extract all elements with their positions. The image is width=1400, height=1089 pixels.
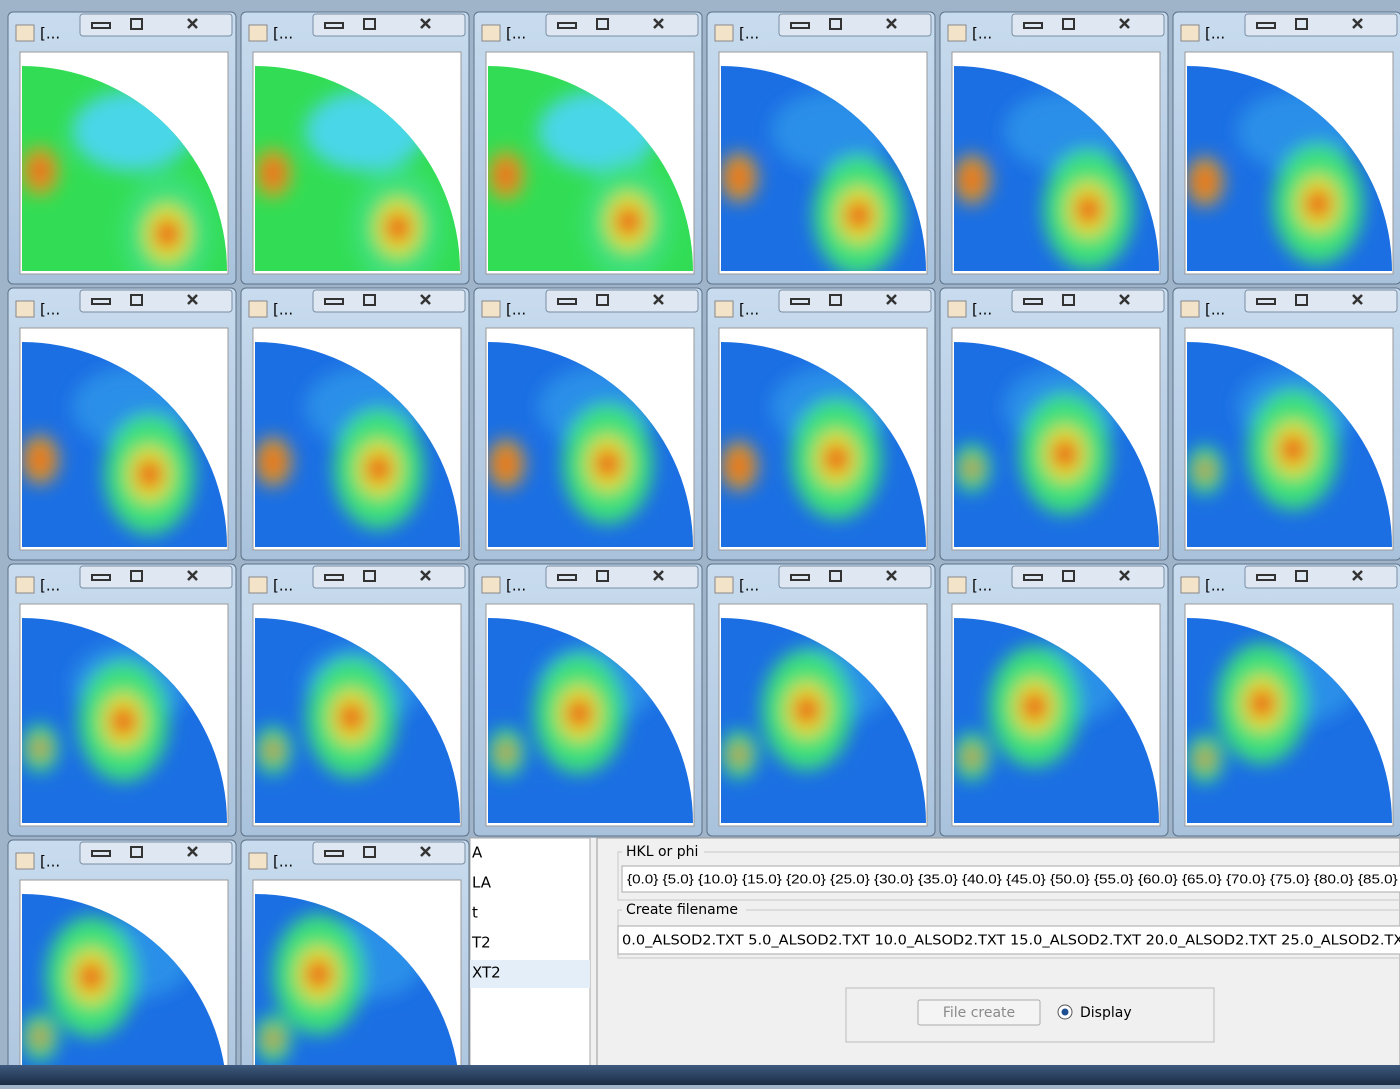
app-window: [... — [241, 564, 469, 836]
window-controls — [313, 842, 465, 864]
hkl-label: HKL or phi — [626, 844, 698, 860]
window-title: [... — [972, 301, 992, 319]
window-title: [... — [739, 25, 759, 43]
app-window: [... — [940, 288, 1168, 560]
app-window: [... — [940, 12, 1168, 284]
window-controls — [313, 14, 465, 36]
window-controls — [546, 290, 698, 312]
window-title: [... — [40, 577, 60, 595]
list-item: T2 — [471, 934, 491, 952]
window-controls — [1012, 14, 1164, 36]
app-window: [... — [8, 840, 236, 1085]
app-window: [... — [8, 564, 236, 836]
window-title: [... — [739, 301, 759, 319]
app-window: [... — [241, 12, 469, 288]
list-item: A — [472, 844, 483, 862]
window-title: [... — [273, 25, 293, 43]
window-title: [... — [273, 577, 293, 595]
app-window: [... — [707, 12, 935, 284]
window-controls — [80, 290, 232, 312]
window-controls — [1245, 566, 1397, 588]
window-title: [... — [40, 853, 60, 871]
window-controls — [80, 842, 232, 864]
window-controls — [546, 566, 698, 588]
app-window: [... — [241, 840, 469, 1085]
filename-value: 0.0_ALSOD2.TXT 5.0_ALSOD2.TXT 10.0_ALSOD… — [622, 934, 1400, 949]
screen: HKL or phi {0.0} {5.0} {10.0} {15.0} {20… — [0, 0, 1400, 1085]
app-window: [... — [1173, 12, 1400, 284]
window-controls — [313, 290, 465, 312]
window-title: [... — [972, 577, 992, 595]
window-controls — [779, 14, 931, 36]
window-title: [... — [1205, 577, 1225, 595]
file-create-label: File create — [943, 1005, 1015, 1021]
app-window: [... — [707, 564, 935, 836]
app-window: [... — [707, 288, 935, 560]
window-controls — [779, 566, 931, 588]
window-title: [... — [506, 301, 526, 319]
list-item: LA — [472, 874, 492, 892]
window-controls — [1245, 14, 1397, 36]
app-window: [... — [940, 564, 1168, 836]
settings-panel: HKL or phi {0.0} {5.0} {10.0} {15.0} {20… — [470, 838, 1400, 1068]
app-window: [... — [1173, 288, 1400, 560]
window-title: [... — [506, 25, 526, 43]
hkl-value: {0.0} {5.0} {10.0} {15.0} {20.0} {25.0} … — [627, 871, 1400, 886]
window-controls — [80, 14, 232, 36]
window-controls — [1245, 290, 1397, 312]
window-controls — [779, 290, 931, 312]
window-title: [... — [273, 853, 293, 871]
window-controls — [313, 566, 465, 588]
window-controls — [546, 14, 698, 36]
filename-label: Create filename — [626, 902, 738, 918]
window-title: [... — [972, 25, 992, 43]
app-window: [... — [474, 564, 702, 836]
window-title: [... — [1205, 25, 1225, 43]
window-title: [... — [1205, 301, 1225, 319]
window-controls — [1012, 566, 1164, 588]
app-window: [... — [474, 288, 702, 560]
window-controls — [80, 566, 232, 588]
taskbar — [0, 1065, 1400, 1085]
window-title: [... — [739, 577, 759, 595]
app-window: [... — [241, 288, 469, 560]
page: HKL or phi {0.0} {5.0} {10.0} {15.0} {20… — [0, 0, 1400, 1085]
app-window: [... — [474, 12, 702, 284]
window-title: [... — [506, 577, 526, 595]
window-title: [... — [40, 301, 60, 319]
app-window: [... — [8, 12, 236, 294]
list-item: t — [472, 904, 478, 922]
window-title: [... — [40, 25, 60, 43]
list-item: XT2 — [472, 964, 501, 982]
window-title: [... — [273, 301, 293, 319]
app-window: [... — [1173, 564, 1400, 836]
window-controls — [1012, 290, 1164, 312]
display-label: Display — [1080, 1005, 1132, 1021]
app-window: [... — [8, 288, 236, 560]
